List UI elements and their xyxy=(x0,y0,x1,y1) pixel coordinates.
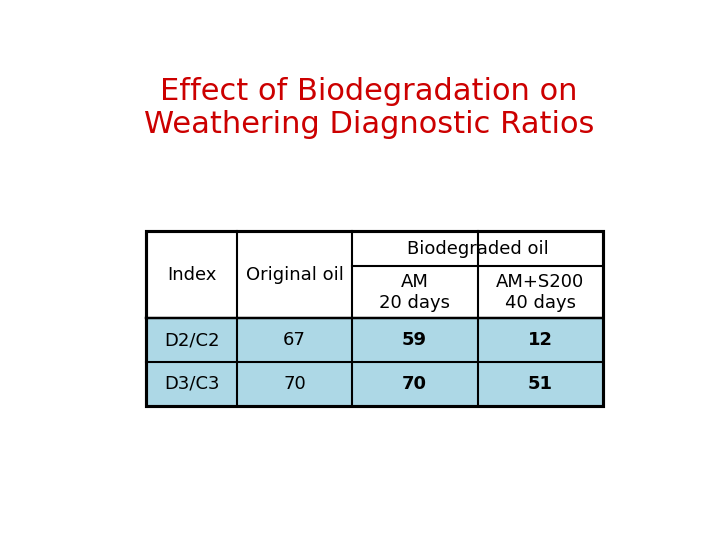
Text: D2/C2: D2/C2 xyxy=(164,331,220,349)
Bar xyxy=(145,362,238,406)
Text: Index: Index xyxy=(167,266,216,284)
Bar xyxy=(145,231,603,406)
Bar xyxy=(238,319,351,362)
Text: 12: 12 xyxy=(528,331,553,349)
Text: 51: 51 xyxy=(528,375,553,393)
Bar xyxy=(477,319,603,362)
Text: Biodegraded oil: Biodegraded oil xyxy=(407,240,549,258)
Bar xyxy=(238,231,351,319)
Bar xyxy=(351,362,477,406)
Text: 59: 59 xyxy=(402,331,427,349)
Bar xyxy=(145,319,238,362)
Text: 70: 70 xyxy=(402,375,427,393)
Text: Effect of Biodegradation on
Weathering Diagnostic Ratios: Effect of Biodegradation on Weathering D… xyxy=(144,77,594,139)
Text: Original oil: Original oil xyxy=(246,266,343,284)
Text: AM+S200
40 days: AM+S200 40 days xyxy=(496,273,585,312)
Bar xyxy=(477,362,603,406)
Bar xyxy=(351,231,477,319)
Bar xyxy=(238,362,351,406)
Bar xyxy=(477,231,603,319)
Text: AM
20 days: AM 20 days xyxy=(379,273,450,312)
Bar xyxy=(145,231,238,319)
Text: D3/C3: D3/C3 xyxy=(164,375,220,393)
Bar xyxy=(351,319,477,362)
Text: 70: 70 xyxy=(283,375,306,393)
Text: 67: 67 xyxy=(283,331,306,349)
